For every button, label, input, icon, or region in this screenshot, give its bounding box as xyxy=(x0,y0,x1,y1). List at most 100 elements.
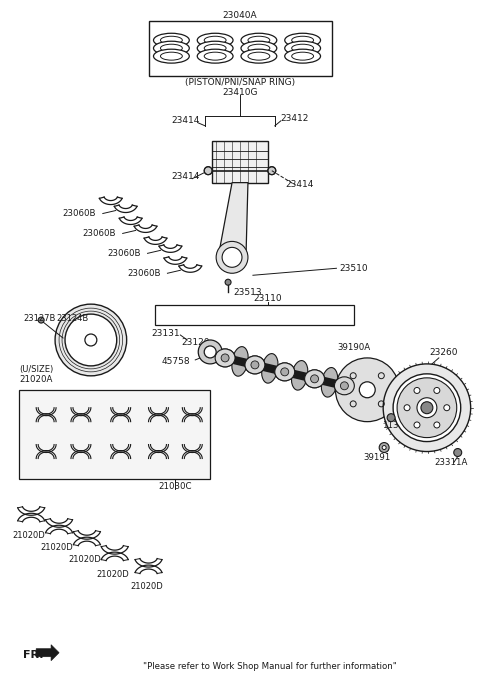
Text: 23110: 23110 xyxy=(253,293,282,303)
Circle shape xyxy=(414,422,420,428)
Ellipse shape xyxy=(232,347,248,376)
Circle shape xyxy=(417,397,437,418)
FancyBboxPatch shape xyxy=(212,141,268,183)
Ellipse shape xyxy=(305,370,324,388)
Ellipse shape xyxy=(292,52,313,60)
Circle shape xyxy=(434,387,440,393)
Circle shape xyxy=(55,304,127,376)
Circle shape xyxy=(311,375,319,383)
Ellipse shape xyxy=(248,44,270,52)
Ellipse shape xyxy=(248,37,270,44)
Ellipse shape xyxy=(197,41,233,55)
Ellipse shape xyxy=(160,37,182,44)
Circle shape xyxy=(454,449,462,456)
Bar xyxy=(148,22,333,76)
Circle shape xyxy=(85,334,97,346)
Ellipse shape xyxy=(305,370,324,388)
Circle shape xyxy=(216,241,248,273)
Ellipse shape xyxy=(275,363,295,381)
Ellipse shape xyxy=(275,363,295,381)
Text: 23060B: 23060B xyxy=(107,249,141,258)
Ellipse shape xyxy=(285,33,321,47)
Ellipse shape xyxy=(197,33,233,47)
Text: 39191: 39191 xyxy=(363,453,391,462)
Ellipse shape xyxy=(154,33,189,47)
Ellipse shape xyxy=(241,49,277,63)
Circle shape xyxy=(251,361,259,369)
Circle shape xyxy=(71,320,111,360)
Text: 23127B: 23127B xyxy=(23,314,55,322)
Circle shape xyxy=(38,317,44,323)
Text: 23311A: 23311A xyxy=(434,458,468,467)
Text: 23060B: 23060B xyxy=(82,229,116,238)
Text: 23124B: 23124B xyxy=(57,314,89,322)
Text: 23414: 23414 xyxy=(171,116,200,125)
Ellipse shape xyxy=(204,37,226,44)
Circle shape xyxy=(198,340,222,364)
Ellipse shape xyxy=(291,360,308,390)
Polygon shape xyxy=(36,645,59,660)
Ellipse shape xyxy=(245,356,265,374)
Text: "Please refer to Work Shop Manual for further information": "Please refer to Work Shop Manual for fu… xyxy=(143,662,397,671)
Ellipse shape xyxy=(285,49,321,63)
Circle shape xyxy=(397,378,457,437)
Text: 23131: 23131 xyxy=(151,329,180,337)
Ellipse shape xyxy=(204,44,226,52)
Ellipse shape xyxy=(321,368,338,397)
Circle shape xyxy=(421,402,433,414)
Circle shape xyxy=(222,247,242,267)
Text: 23120: 23120 xyxy=(181,339,209,347)
Circle shape xyxy=(404,405,410,411)
Ellipse shape xyxy=(215,349,235,367)
Circle shape xyxy=(204,346,216,358)
Text: 23414: 23414 xyxy=(286,180,314,189)
Text: 11304B: 11304B xyxy=(383,421,416,430)
Circle shape xyxy=(444,405,450,411)
Ellipse shape xyxy=(248,52,270,60)
Ellipse shape xyxy=(215,349,235,367)
Circle shape xyxy=(414,387,420,393)
Ellipse shape xyxy=(245,356,265,374)
Ellipse shape xyxy=(285,41,321,55)
Polygon shape xyxy=(19,390,210,479)
Text: 23510: 23510 xyxy=(339,264,368,273)
Ellipse shape xyxy=(335,377,354,395)
Text: 21020A: 21020A xyxy=(20,375,53,385)
Circle shape xyxy=(221,354,229,362)
Text: 23414: 23414 xyxy=(171,172,200,181)
Circle shape xyxy=(225,279,231,285)
Text: 21020D: 21020D xyxy=(130,583,163,592)
Circle shape xyxy=(204,167,212,174)
Text: 23060B: 23060B xyxy=(127,269,160,278)
Circle shape xyxy=(393,374,461,441)
Circle shape xyxy=(360,382,375,397)
Ellipse shape xyxy=(335,377,354,395)
Ellipse shape xyxy=(197,49,233,63)
Text: 21020D: 21020D xyxy=(41,543,73,552)
Text: 39190A: 39190A xyxy=(338,343,371,352)
Circle shape xyxy=(281,368,288,376)
Ellipse shape xyxy=(154,41,189,55)
Ellipse shape xyxy=(241,33,277,47)
Ellipse shape xyxy=(241,41,277,55)
Text: FR.: FR. xyxy=(23,650,44,660)
Ellipse shape xyxy=(154,49,189,63)
Text: (PISTON/PNI/SNAP RING): (PISTON/PNI/SNAP RING) xyxy=(185,78,295,87)
Ellipse shape xyxy=(292,37,313,44)
Text: 23412: 23412 xyxy=(280,114,309,124)
Circle shape xyxy=(383,364,471,452)
Text: 45758: 45758 xyxy=(161,358,190,366)
Text: 21020D: 21020D xyxy=(96,569,129,579)
Text: 23260: 23260 xyxy=(430,348,458,358)
Text: 23040A: 23040A xyxy=(223,11,257,20)
Polygon shape xyxy=(218,183,248,258)
Circle shape xyxy=(268,167,276,174)
Circle shape xyxy=(65,314,117,366)
Ellipse shape xyxy=(160,44,182,52)
Text: 21030C: 21030C xyxy=(158,482,192,491)
Circle shape xyxy=(340,382,348,390)
Text: 21020D: 21020D xyxy=(69,554,101,564)
Ellipse shape xyxy=(262,354,278,383)
Circle shape xyxy=(336,358,399,422)
Ellipse shape xyxy=(160,52,182,60)
